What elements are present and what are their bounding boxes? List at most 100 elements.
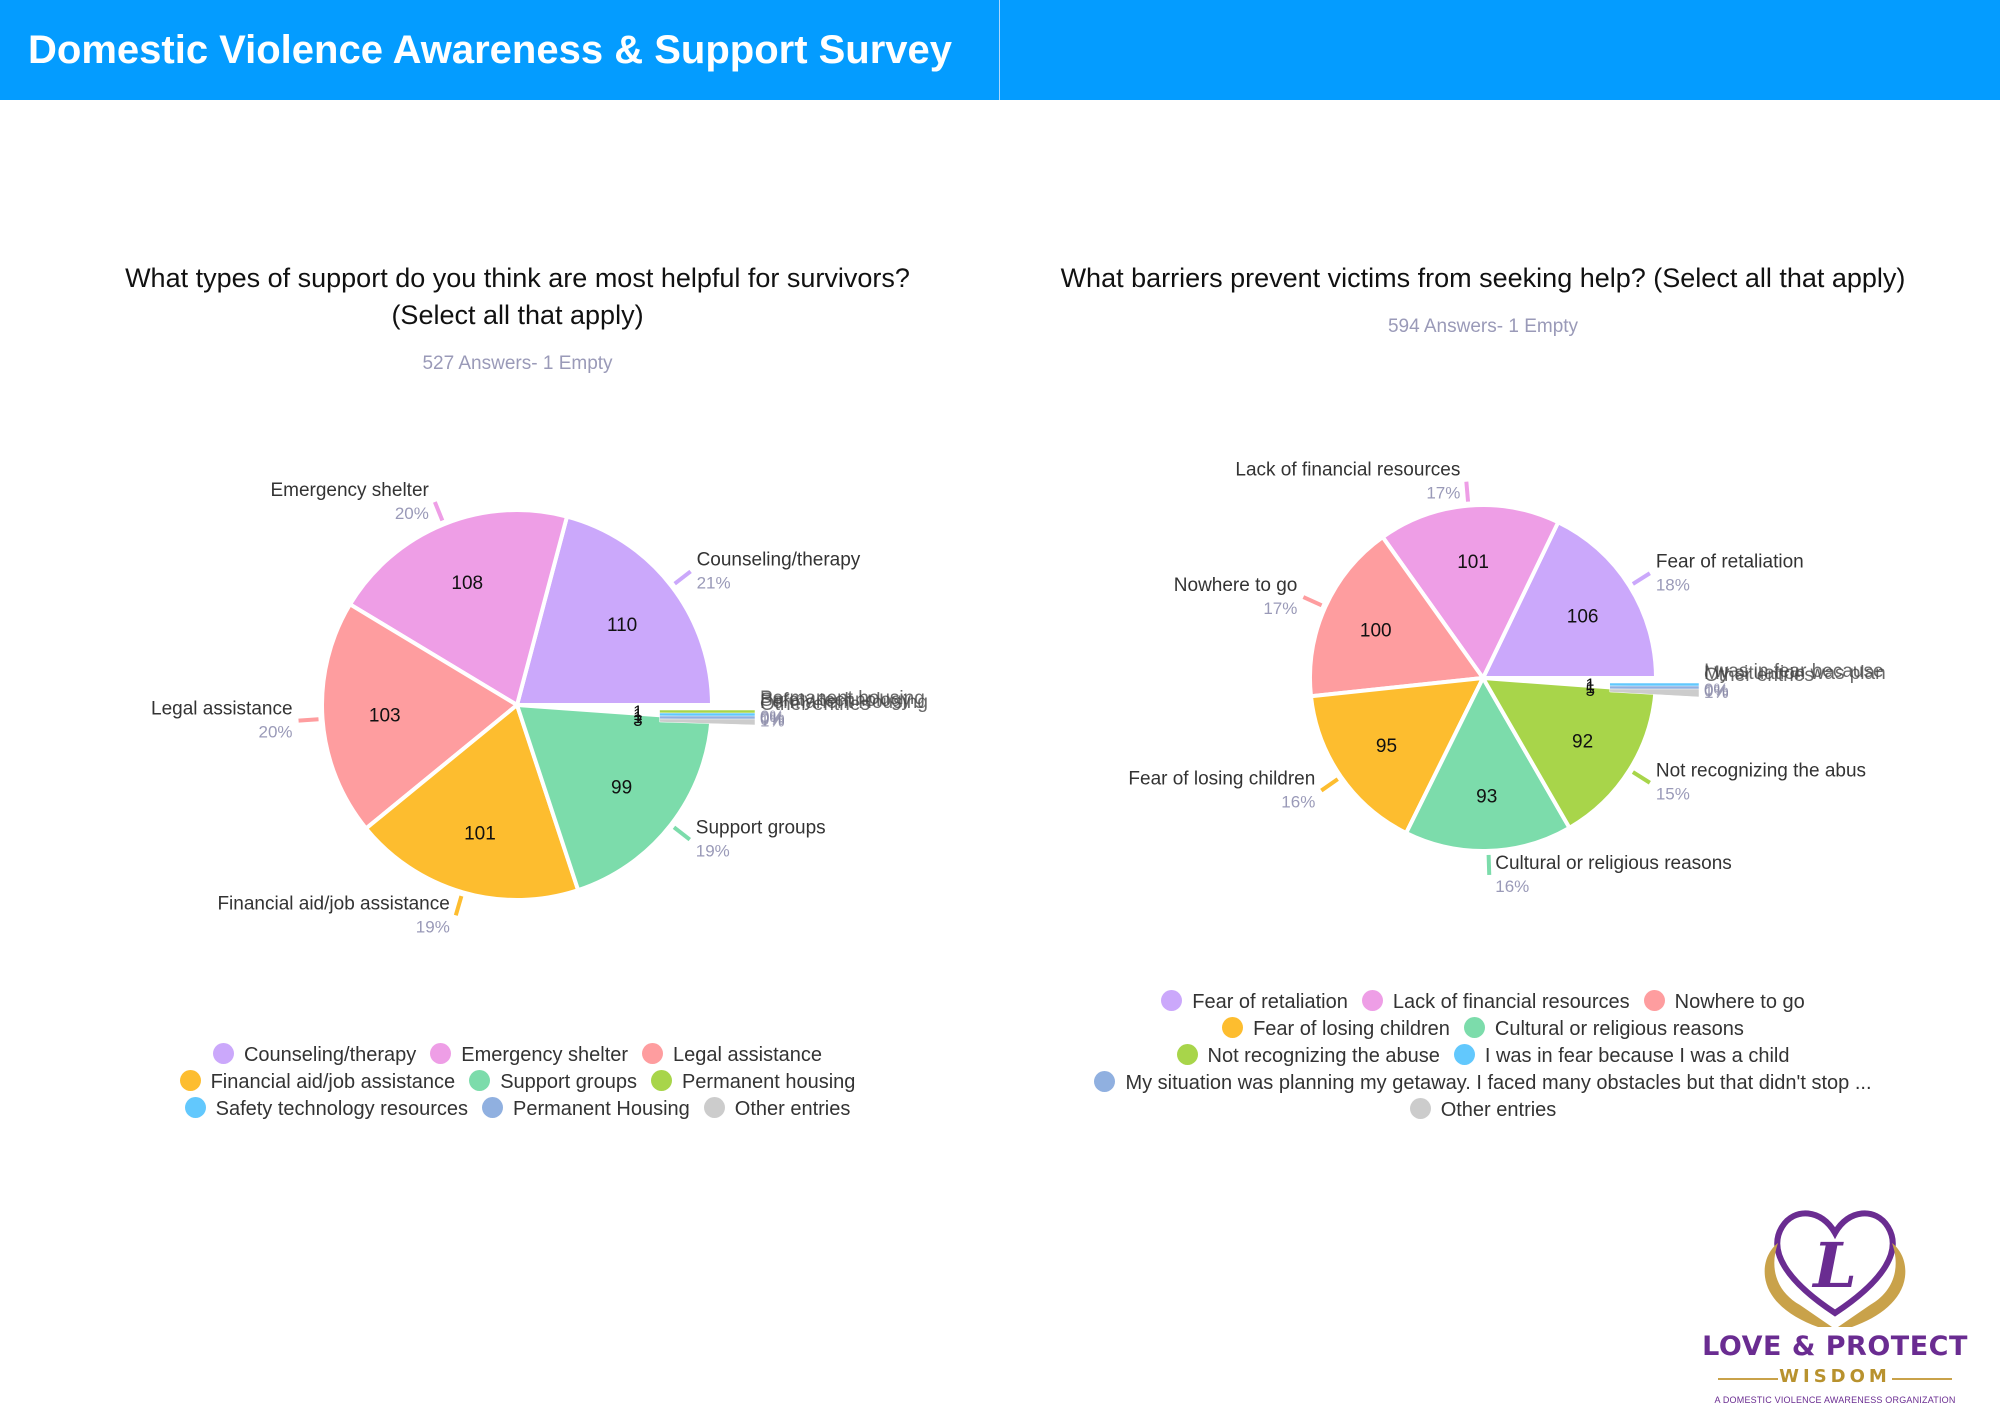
pie-slice (514, 514, 715, 707)
slice-name-label: Permanent housing (760, 688, 925, 709)
chart-legend-barriers: Fear of retaliation Lack of financial res… (1020, 989, 1946, 1124)
legend-label: Fear of losing children (1253, 1018, 1450, 1040)
legend-item[interactable]: Other entries (1409, 1097, 1556, 1124)
slice-percent-label: 0% (760, 709, 785, 728)
chart-subtitle: 594 Answers- 1 Empty (1387, 316, 1579, 337)
legend-swatch-icon (1453, 1044, 1475, 1065)
leader-line (298, 717, 319, 723)
heart-hands-icon: L (1764, 1210, 1906, 1327)
legend-label: Cultural or religious reasons (1494, 1018, 1744, 1040)
slice-value-label: 1 (633, 708, 642, 727)
slice-percent-label: 0% (760, 710, 785, 729)
slice-name-label: Financial aid/job assistance (217, 893, 449, 914)
legend-item[interactable]: Counseling/therapy (212, 1042, 417, 1069)
slice-value-label: 101 (464, 823, 496, 844)
chart-panel-support-types: What types of support do you think are m… (60, 260, 975, 375)
legend-swatch-icon (703, 1097, 725, 1118)
leader-line (1631, 571, 1651, 586)
pie-slice (514, 702, 714, 893)
legend-label: Financial aid/job assistance (210, 1071, 456, 1093)
legend-swatch-icon (1222, 1017, 1244, 1038)
pie-slice (1479, 675, 1658, 831)
legend-item[interactable]: Legal assistance (642, 1042, 822, 1069)
legend-item[interactable]: Other entries (703, 1096, 851, 1123)
slice-percent-label: 17% (1426, 484, 1460, 503)
legend-item[interactable]: Permanent housing (650, 1069, 855, 1096)
legend-row: Fear of losing children Cultural or relig… (1020, 1016, 1946, 1043)
pie-slice (320, 601, 521, 832)
logo-brand-name: LOVE & PROTECT (1702, 1331, 1968, 1362)
legend-row: Safety technology resources Permanent Hou… (60, 1096, 975, 1123)
pie-slice (1609, 688, 1700, 698)
legend-label: Other entries (734, 1098, 851, 1120)
header-bar: Domestic Violence Awareness & Support Su… (0, 0, 2000, 100)
logo-rule-right (1892, 1378, 1952, 1380)
slice-value-label: 92 (1572, 732, 1593, 753)
legend-swatch-icon (1161, 990, 1183, 1011)
legend-swatch-icon (481, 1097, 503, 1118)
slice-name-label: Support groups (696, 818, 826, 839)
legend-label: Fear of retaliation (1192, 991, 1348, 1013)
leader-line (453, 895, 464, 916)
pie-slice (1403, 673, 1573, 853)
slice-percent-label: 20% (395, 504, 429, 523)
slice-percent-label: 18% (1656, 575, 1690, 594)
slice-name-label: Emergency shelter (270, 480, 429, 501)
slice-value-label: 5 (1586, 681, 1595, 700)
slice-percent-label: 16% (1495, 877, 1529, 896)
legend-item[interactable]: Cultural or religious reasons (1463, 1016, 1744, 1043)
legend-item[interactable]: Permanent Housing (481, 1096, 690, 1123)
pie-chart-1: 106 Fear of retaliation 18% 101 Lack of fina… (1128, 460, 1885, 896)
legend-item[interactable]: Financial aid/job assistance (179, 1069, 456, 1096)
pie-slice (363, 701, 581, 902)
legend-swatch-icon (179, 1070, 201, 1091)
legend-item[interactable]: My situation was planning my getaway. I … (1094, 1070, 1872, 1097)
legend-item[interactable]: Fear of losing children (1222, 1016, 1450, 1043)
pie-slice (1479, 519, 1659, 680)
slice-value-label: 95 (1376, 736, 1397, 757)
slice-name-label: Other entries (760, 694, 870, 715)
organization-logo: L LOVE & PROTECT WISDOM A DOMESTIC VIOLE… (1690, 1195, 1980, 1414)
pie-slice (347, 508, 570, 709)
legend-row: Not recognizing the abuse I was in fear b… (1020, 1043, 1946, 1070)
legend-item[interactable]: I was in fear because I was a child (1453, 1043, 1789, 1070)
legend-label: Legal assistance (673, 1044, 823, 1066)
slice-name-label: Other entries (1704, 665, 1814, 686)
legend-item[interactable]: Not recognizing the abuse (1176, 1043, 1440, 1070)
legend-item[interactable]: Safety technology resources (184, 1096, 468, 1123)
slice-name-label: Fear of retaliation (1656, 551, 1804, 572)
leader-line (1631, 770, 1651, 785)
slice-value-label: 3 (633, 711, 642, 730)
legend-row: Financial aid/job assistance Support grou… (60, 1069, 975, 1096)
slice-value-label: 1 (1586, 678, 1595, 697)
logo-tagline: A DOMESTIC VIOLENCE AWARENESS ORGANIZATI… (1714, 1395, 1956, 1405)
slice-percent-label: 21% (697, 573, 731, 592)
slice-name-label: Lack of financial resources (1235, 460, 1460, 481)
leader-line (1320, 777, 1339, 793)
heart-outline-icon (1774, 1210, 1896, 1317)
legend-swatch-icon (642, 1043, 664, 1064)
pie-slice (1308, 534, 1487, 699)
legend-label: Lack of financial resources (1392, 991, 1630, 1013)
pie-slice (659, 718, 756, 726)
legend-label: Counseling/therapy (243, 1044, 417, 1066)
leader-line (672, 825, 692, 842)
legend-label: Permanent Housing (512, 1098, 690, 1120)
legend-swatch-icon (184, 1097, 206, 1118)
slice-name-label: Legal assistance (151, 699, 293, 720)
legend-item[interactable]: Emergency shelter (430, 1042, 628, 1069)
page-title: Domestic Violence Awareness & Support Su… (28, 28, 953, 72)
legend-label: Emergency shelter (461, 1044, 629, 1066)
legend-swatch-icon (430, 1043, 452, 1064)
legend-item[interactable]: Fear of retaliation (1161, 989, 1348, 1016)
slice-name-label: Cultural or religious reasons (1495, 853, 1732, 874)
slice-value-label: 110 (607, 615, 637, 636)
slice-name-label: Counseling/therapy (697, 549, 861, 570)
legend-label: Nowhere to go (1674, 991, 1805, 1013)
legend-item[interactable]: Support groups (469, 1069, 637, 1096)
pie-slice (1379, 503, 1561, 682)
slice-percent-label: 0% (1704, 682, 1729, 701)
legend-item[interactable]: Lack of financial resources (1361, 989, 1630, 1016)
legend-item[interactable]: Nowhere to go (1643, 989, 1805, 1016)
